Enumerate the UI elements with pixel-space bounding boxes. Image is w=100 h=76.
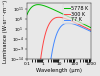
5778 K — [65, 15, 66, 16]
300 K — [79, 24, 80, 25]
5778 K — [90, 27, 92, 28]
300 K — [74, 22, 75, 23]
Line: 77 K: 77 K — [27, 23, 91, 76]
5778 K — [51, 8, 52, 9]
77 K — [65, 23, 66, 24]
5778 K — [38, 4, 39, 5]
300 K — [51, 20, 52, 21]
5778 K — [79, 22, 80, 23]
5778 K — [26, 14, 28, 15]
Y-axis label: Luminance (W·sr⁻¹·m⁻³): Luminance (W·sr⁻¹·m⁻³) — [4, 0, 8, 63]
Legend: 5778 K, 300 K, 77 K: 5778 K, 300 K, 77 K — [63, 4, 90, 24]
77 K — [68, 23, 69, 24]
300 K — [90, 30, 92, 31]
5778 K — [68, 16, 69, 17]
77 K — [90, 31, 92, 32]
300 K — [68, 19, 69, 20]
5778 K — [38, 4, 39, 5]
X-axis label: Wavelength (μm): Wavelength (μm) — [36, 68, 82, 73]
300 K — [58, 17, 59, 18]
300 K — [65, 18, 66, 19]
77 K — [51, 55, 52, 56]
Line: 300 K: 300 K — [27, 17, 91, 76]
77 K — [74, 24, 75, 25]
Line: 5778 K: 5778 K — [27, 5, 91, 28]
77 K — [68, 23, 69, 24]
77 K — [79, 26, 80, 27]
5778 K — [74, 19, 75, 20]
